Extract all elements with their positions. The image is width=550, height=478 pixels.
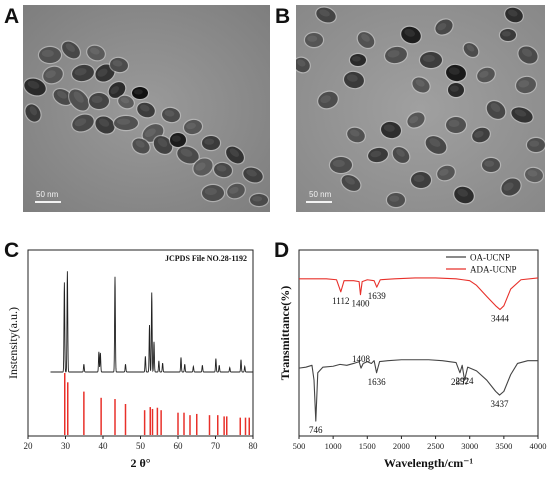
x-tick-label-c: 30 xyxy=(61,441,71,451)
peak-label-1-2: 1639 xyxy=(368,291,387,301)
tem-image-b: 50 nm xyxy=(296,5,545,212)
x-tick-label-d: 2000 xyxy=(393,441,410,451)
peak-label-0-2: 1636 xyxy=(368,377,387,387)
legend-label-0: OA-UCNP xyxy=(470,253,510,263)
x-tick-label-c: 60 xyxy=(174,441,184,451)
peak-label-0-1: 1408 xyxy=(352,354,371,364)
peak-label-0-5: 3437 xyxy=(491,399,510,409)
x-tick-label-d: 3500 xyxy=(495,441,512,451)
ftir-plot-frame xyxy=(298,249,539,437)
scale-bar-label-b: 50 nm xyxy=(309,190,332,199)
panel-label-b: B xyxy=(275,5,291,28)
ftir-series-0 xyxy=(298,359,538,422)
x-tick-label-d: 1000 xyxy=(325,441,342,451)
jcpds-annotation: JCPDS File NO.28-1192 xyxy=(165,254,247,263)
x-tick-label-d: 4000 xyxy=(530,441,547,451)
tem-particles-b xyxy=(296,5,545,212)
panel-label-d: D xyxy=(274,239,290,262)
peak-label-1-1: 1400 xyxy=(351,299,370,309)
y-axis-label-d: Transmittance(%) xyxy=(278,286,292,380)
x-tick-label-c: 70 xyxy=(211,441,221,451)
x-tick-label-d: 1500 xyxy=(359,441,376,451)
y-axis-label-c: Instensity(a.u.) xyxy=(6,307,20,379)
legend-label-1: ADA-UCNP xyxy=(470,265,517,275)
scale-bar-a xyxy=(35,201,61,203)
x-tick-label-c: 80 xyxy=(249,441,259,451)
tem-image-a: 50 nm xyxy=(23,5,270,212)
scale-bar-label-a: 50 nm xyxy=(36,190,59,199)
x-tick-label-d: 500 xyxy=(293,441,306,451)
x-tick-label-d: 3000 xyxy=(461,441,478,451)
peak-label-0-0: 746 xyxy=(309,425,323,435)
ftir-series-1 xyxy=(299,277,539,311)
x-tick-label-d: 2500 xyxy=(427,441,444,451)
x-tick-label-c: 50 xyxy=(136,441,146,451)
peak-label-0-4: 2924 xyxy=(456,376,475,386)
tem-particles-a xyxy=(23,5,270,212)
x-axis-label-d: Wavelength/cm⁻¹ xyxy=(384,456,474,470)
scale-bar-b xyxy=(306,201,332,203)
peak-label-0-3: 2857 xyxy=(451,377,470,387)
x-tick-label-c: 40 xyxy=(99,441,109,451)
xrd-pattern-line xyxy=(50,271,253,373)
peak-label-1-3: 3444 xyxy=(491,314,510,324)
xrd-plot-frame xyxy=(27,249,254,437)
peak-label-1-0: 1112 xyxy=(332,296,349,306)
xrd-chart: 20 30 40 50 60 70 80 2 θ° Instensity(a.u.) JCPDS … xyxy=(6,249,259,470)
panel-label-a: A xyxy=(4,5,20,28)
panel-label-c: C xyxy=(4,239,20,262)
x-tick-label-c: 20 xyxy=(24,441,34,451)
x-axis-label-c: 2 θ° xyxy=(130,456,150,470)
